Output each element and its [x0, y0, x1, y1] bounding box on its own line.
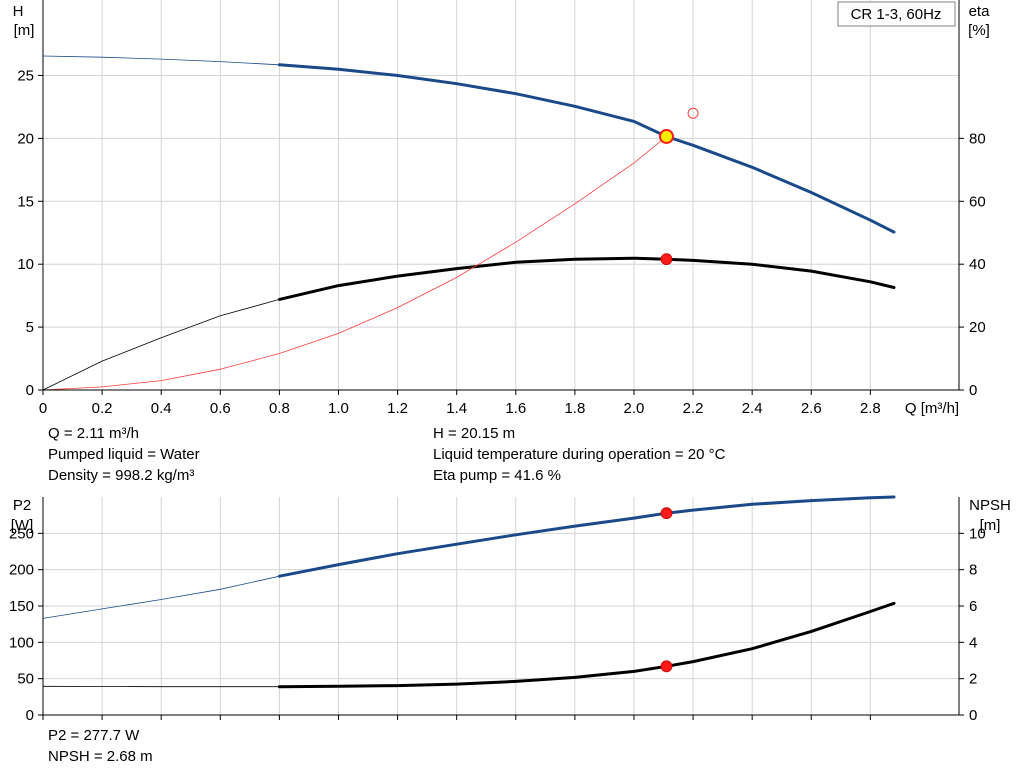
top-left-tick-label: 5 — [26, 319, 34, 336]
top-duty-point-head — [658, 129, 674, 144]
top-right-axis-label-2: [%] — [968, 22, 990, 39]
info-p2: P2 = 277.7 W — [48, 727, 140, 744]
bottom-axes: 0 50 100 150 200 250 0 2 4 6 8 10 — [9, 497, 986, 724]
info-bottom: P2 = 277.7 W NPSH = 2.68 m — [48, 725, 153, 767]
x-tick-label: 2.0 — [624, 400, 645, 417]
bottom-right-tick-label: 8 — [969, 562, 977, 579]
bottom-duty-point — [660, 660, 673, 673]
info-head: H = 20.15 m — [433, 425, 516, 442]
bottom-left-tick-label: 0 — [26, 707, 34, 724]
top-left-axis-label-1: H — [13, 3, 24, 20]
x-tick-label: 2.8 — [860, 400, 881, 417]
x-tick-label: 0.4 — [151, 400, 172, 417]
top-left-tick-label: 25 — [17, 67, 34, 84]
top-duty-point — [660, 253, 673, 266]
info-temperature: Liquid temperature during operation = 20… — [433, 446, 726, 463]
x-tick-label: 2.6 — [801, 400, 822, 417]
top-right-tick-label: 80 — [969, 130, 986, 147]
top-right-tick-label: 40 — [969, 256, 986, 273]
top-plot: 0 0.2 0.4 0.6 0.8 1.0 1.2 1.4 1.6 1.8 2.0 2.2 2.4 2.6… — [13, 0, 991, 417]
top-series — [42, 55, 896, 391]
bottom-left-tick-label: 200 — [9, 562, 34, 579]
top-right-tick-label: 20 — [969, 319, 986, 336]
top-series-line-extrapolated — [42, 55, 280, 66]
bottom-right-tick-label: 2 — [969, 671, 977, 688]
bottom-left-tick-label: 100 — [9, 634, 34, 651]
bottom-series-line — [277, 601, 896, 689]
top-x-axis-label: Q [m³/h] — [905, 400, 959, 417]
x-tick-label: 0 — [39, 400, 47, 417]
bottom-duty-point — [660, 507, 673, 520]
x-tick-label: 0.6 — [210, 400, 231, 417]
top-left-tick-label: 15 — [17, 193, 34, 210]
bottom-series — [42, 495, 896, 689]
top-right-axis-label-1: eta — [969, 3, 991, 20]
bottom-right-tick-label: 0 — [969, 707, 977, 724]
legend-box — [837, 1, 956, 27]
bottom-series-line-extrapolated — [42, 575, 280, 619]
x-tick-label: 1.0 — [328, 400, 349, 417]
top-left-tick-label: 10 — [17, 256, 34, 273]
top-series-line — [42, 136, 667, 391]
x-tick-label: 0.8 — [269, 400, 290, 417]
legend-text: CR 1-3, 60Hz — [851, 6, 942, 23]
info-liquid: Pumped liquid = Water — [48, 446, 200, 463]
top-markers — [658, 107, 699, 266]
info-density: Density = 998.2 kg/m³ — [48, 467, 195, 484]
bottom-right-axis-label-2: [m] — [980, 517, 1001, 534]
bottom-left-axis-label-1: P2 — [13, 497, 31, 514]
bottom-left-tick-label: 250 — [9, 525, 34, 542]
top-series-line-extrapolated — [42, 299, 280, 391]
bottom-left-tick-label: 150 — [9, 598, 34, 615]
top-right-tick-label: 0 — [969, 382, 977, 399]
info-npsh: NPSH = 2.68 m — [48, 748, 153, 765]
x-tick-label: 0.2 — [92, 400, 113, 417]
top-left-tick-label: 20 — [17, 130, 34, 147]
bottom-left-tick-label: 50 — [17, 671, 34, 688]
bottom-series-line — [277, 495, 896, 578]
top-open-marker — [687, 107, 699, 119]
bottom-grid — [43, 497, 959, 715]
bottom-markers — [660, 507, 673, 673]
x-tick-label: 2.4 — [742, 400, 763, 417]
bottom-right-tick-label: 4 — [969, 634, 977, 651]
bottom-right-tick-label: 6 — [969, 598, 977, 615]
top-grid — [43, 0, 959, 390]
x-tick-label: 2.2 — [683, 400, 704, 417]
info-eta: Eta pump = 41.6 % — [433, 467, 561, 484]
bottom-left-axis-label-2: [W] — [11, 517, 34, 534]
top-right-tick-label: 60 — [969, 193, 986, 210]
top-axes: 0 0.2 0.4 0.6 0.8 1.0 1.2 1.4 1.6 1.8 2.0 2.2 2.4 2.6… — [17, 0, 986, 417]
top-plot-area — [43, 0, 959, 390]
info-flow: Q = 2.11 m³/h — [48, 425, 140, 442]
bottom-right-axis-label-1: NPSH — [969, 497, 1011, 514]
top-left-axis-label-2: [m] — [14, 22, 35, 39]
info-left: Q = 2.11 m³/h Pumped liquid = Water Dens… — [48, 423, 200, 486]
top-left-tick-label: 0 — [26, 382, 34, 399]
bottom-plot: 0 50 100 150 200 250 0 2 4 6 8 10 P2 [W] NPSH [m] — [9, 495, 1011, 724]
top-series-line — [277, 256, 896, 301]
x-tick-label: 1.8 — [564, 400, 585, 417]
top-series-line — [277, 63, 896, 234]
info-right: H = 20.15 m Liquid temperature during op… — [433, 423, 725, 486]
x-tick-label: 1.6 — [505, 400, 526, 417]
bottom-right-tick-label: 10 — [969, 525, 986, 542]
x-tick-label: 1.2 — [387, 400, 408, 417]
x-tick-label: 1.4 — [446, 400, 467, 417]
